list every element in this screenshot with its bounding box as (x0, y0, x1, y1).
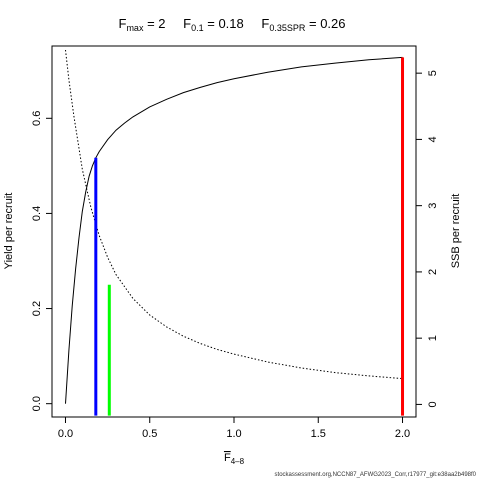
y-axis-right: 0 1 2 3 4 5 (416, 70, 439, 407)
y-left-tick-label: 0.4 (31, 206, 43, 221)
x-tick-label: 1.5 (311, 428, 326, 440)
y-right-tick-label: 3 (427, 203, 439, 209)
x-tick-label: 2.0 (395, 428, 410, 440)
x-tick-label: 0.0 (58, 428, 73, 440)
y-left-tick-label: 0.2 (31, 301, 43, 316)
y-right-tick-label: 0 (427, 401, 439, 407)
y-left-tick-label: 0.6 (31, 111, 43, 126)
ssb-per-recruit-line (65, 49, 403, 380)
y-right-tick-label: 2 (427, 269, 439, 275)
y-axis-left: 0.0 0.2 0.4 0.6 (31, 111, 52, 411)
y-left-tick-label: 0.0 (31, 396, 43, 411)
x-axis: 0.0 0.5 1.0 1.5 2.0 (58, 417, 410, 440)
y-right-tick-label: 4 (427, 136, 439, 142)
series-layer (65, 49, 403, 404)
y-axis-right-label: SSB per recruit (450, 194, 462, 269)
chart-title: Fmax = 2 F0.1 = 0.18 F0.35SPR = 0.26 (118, 16, 345, 33)
x-axis-label: F4–8 (224, 452, 245, 466)
y-right-tick-label: 1 (427, 335, 439, 341)
y-axis-left-label: Yield per recruit (3, 193, 15, 270)
x-tick-label: 0.5 (142, 428, 157, 440)
yield-per-recruit-line (65, 56, 403, 404)
plot-frame (51, 45, 417, 418)
y-right-tick-label: 5 (427, 70, 439, 76)
reference-lines (94, 57, 405, 416)
x-tick-label: 1.0 (226, 428, 241, 440)
footer-note: stockassessment.org,NCCN87_AFWG2023_Corr… (275, 472, 477, 478)
